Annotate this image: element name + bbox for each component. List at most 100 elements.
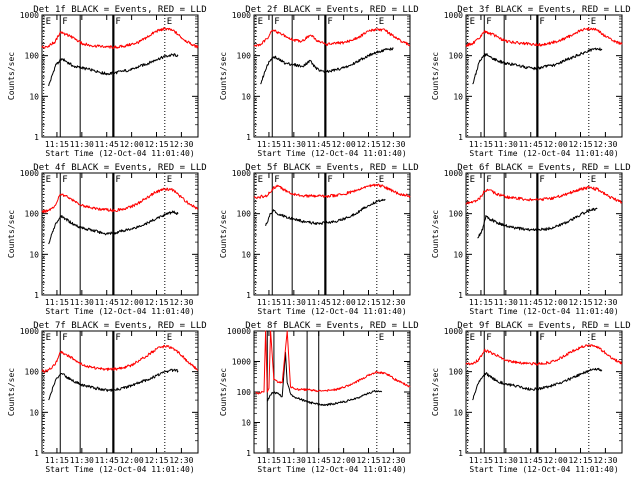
x-tick-label: 11:30 xyxy=(282,456,306,465)
x-tick-label: 12:15 xyxy=(144,140,168,149)
plot-frame xyxy=(465,330,623,454)
x-tick-label: 11:15 xyxy=(45,298,69,307)
x-tick-label: 12:30 xyxy=(169,456,193,465)
y-axis-label: Counts/sec xyxy=(7,368,16,416)
x-tick-label: 11:15 xyxy=(257,298,281,307)
x-axis-label: Start Time (12-Oct-04 11:01:40) xyxy=(469,465,618,474)
plot-frame xyxy=(41,14,199,138)
y-tick-label: 1 xyxy=(246,133,251,142)
x-tick-label: 12:15 xyxy=(356,456,380,465)
x-tick-label: 12:30 xyxy=(169,140,193,149)
x-tick-label: 12:30 xyxy=(593,298,617,307)
y-tick-label: 1 xyxy=(34,133,39,142)
x-tick-label: 12:00 xyxy=(120,140,144,149)
time-marker-label: E xyxy=(167,333,172,343)
events-curve xyxy=(472,47,603,85)
x-tick-label: 11:15 xyxy=(469,140,493,149)
y-axis-label: Counts/sec xyxy=(219,210,228,258)
time-marker-label: F xyxy=(115,333,120,343)
plot-frame xyxy=(253,14,411,138)
y-tick-label: 1 xyxy=(458,449,463,458)
y-axis-label: Counts/sec xyxy=(431,210,440,258)
x-tick-label: 12:15 xyxy=(568,298,592,307)
time-marker-label: E xyxy=(379,333,384,343)
panel-2: Det 2f BLACK = Events, RED = LLD Counts/s… xyxy=(219,5,419,158)
panel-7: Det 7f BLACK = Events, RED = LLD Counts/s… xyxy=(7,321,207,474)
x-tick-label: 11:45 xyxy=(95,298,119,307)
x-tick-label: 11:15 xyxy=(45,456,69,465)
y-tick-label: 10 xyxy=(453,92,463,101)
x-axis-label: Start Time (12-Oct-04 11:01:40) xyxy=(45,465,194,474)
events-curve xyxy=(48,368,179,401)
y-tick-label: 10 xyxy=(453,250,463,259)
time-marker-label: E xyxy=(167,17,172,27)
lld-curve xyxy=(41,187,198,214)
panel-1: Det 1f BLACK = Events, RED = LLD Counts/s… xyxy=(7,5,207,158)
events-curve xyxy=(260,47,394,85)
x-tick-label: 12:00 xyxy=(332,456,356,465)
x-tick-label: 11:15 xyxy=(257,456,281,465)
x-axis-label: Start Time (12-Oct-04 11:01:40) xyxy=(45,149,194,158)
y-tick-label: 1 xyxy=(458,291,463,300)
time-marker-label: E xyxy=(46,17,51,27)
time-marker-label: E xyxy=(379,17,384,27)
x-tick-label: 12:30 xyxy=(381,456,405,465)
lld-curve xyxy=(465,185,623,205)
panel-title: Det 1f BLACK = Events, RED = LLD xyxy=(33,5,206,15)
time-marker-label: E xyxy=(167,175,172,185)
x-tick-label: 12:00 xyxy=(332,298,356,307)
y-tick-label: 1000 xyxy=(20,11,39,20)
x-tick-label: 12:30 xyxy=(381,298,405,307)
panel-3: Det 3f BLACK = Events, RED = LLD Counts/s… xyxy=(431,5,631,158)
x-tick-label: 11:45 xyxy=(307,140,331,149)
x-axis-label: Start Time (12-Oct-04 11:01:40) xyxy=(45,307,194,316)
x-axis-label: Start Time (12-Oct-04 11:01:40) xyxy=(469,149,618,158)
y-tick-label: 1 xyxy=(34,291,39,300)
y-tick-label: 1000 xyxy=(20,169,39,178)
panel-title: Det 2f BLACK = Events, RED = LLD xyxy=(245,5,418,15)
time-marker-label: F xyxy=(115,17,120,27)
time-marker-label: E xyxy=(591,333,596,343)
x-tick-label: 12:30 xyxy=(593,456,617,465)
plot-frame xyxy=(465,14,623,138)
x-tick-label: 11:30 xyxy=(494,456,518,465)
panel-8: Det 8f BLACK = Events, RED = LLD Counts/s… xyxy=(219,321,419,474)
x-tick-label: 12:00 xyxy=(332,140,356,149)
events-curve xyxy=(48,210,179,245)
x-tick-label: 12:15 xyxy=(144,456,168,465)
x-axis-label: Start Time (12-Oct-04 11:01:40) xyxy=(257,307,406,316)
y-axis-label: Counts/sec xyxy=(7,210,16,258)
y-tick-label: 10 xyxy=(29,408,39,417)
y-tick-label: 10 xyxy=(241,250,251,259)
x-tick-label: 12:15 xyxy=(356,140,380,149)
lld-curve xyxy=(253,28,411,47)
plot-frame xyxy=(253,330,411,454)
time-marker-label: E xyxy=(470,17,475,27)
x-tick-label: 11:45 xyxy=(519,140,543,149)
x-tick-label: 11:15 xyxy=(45,140,69,149)
x-tick-label: 12:30 xyxy=(381,140,405,149)
time-marker-label: E xyxy=(379,175,384,185)
y-tick-label: 100 xyxy=(25,368,40,377)
y-tick-label: 100 xyxy=(449,210,464,219)
time-marker-label: E xyxy=(258,175,263,185)
x-axis-label: Start Time (12-Oct-04 11:01:40) xyxy=(257,465,406,474)
panel-title: Det 9f BLACK = Events, RED = LLD xyxy=(457,321,630,331)
x-tick-label: 11:45 xyxy=(307,456,331,465)
time-marker-label: F xyxy=(62,333,67,343)
x-tick-label: 12:00 xyxy=(544,140,568,149)
time-marker-label: F xyxy=(62,17,67,27)
y-tick-label: 1 xyxy=(34,449,39,458)
x-tick-label: 12:15 xyxy=(568,140,592,149)
panel-title: Det 3f BLACK = Events, RED = LLD xyxy=(457,5,630,15)
x-tick-label: 11:15 xyxy=(257,140,281,149)
y-tick-label: 1000 xyxy=(232,169,251,178)
y-tick-label: 100 xyxy=(25,210,40,219)
lld-curve xyxy=(255,330,411,395)
x-tick-label: 11:15 xyxy=(469,298,493,307)
time-marker-label: E xyxy=(591,17,596,27)
time-marker-label: F xyxy=(327,175,332,185)
y-tick-label: 10 xyxy=(241,92,251,101)
events-curve xyxy=(472,367,603,401)
time-marker-label: E xyxy=(46,175,51,185)
